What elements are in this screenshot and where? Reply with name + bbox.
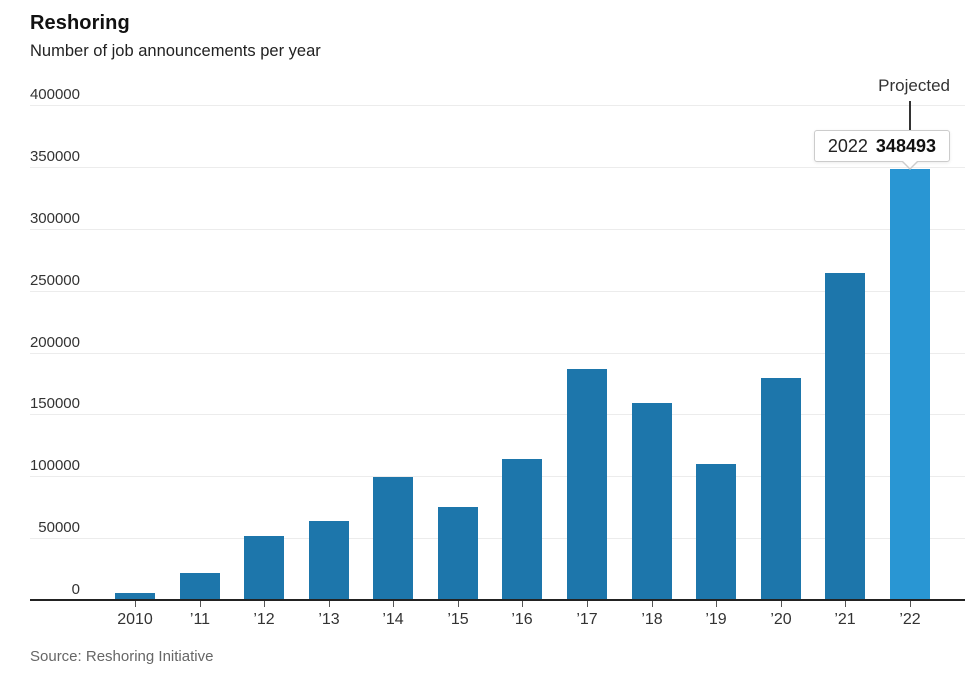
x-axis-label-1: ’11 [189, 611, 211, 628]
bar-19[interactable] [696, 464, 736, 600]
y-axis-label-200000: 200000 [29, 334, 80, 351]
x-axis-label-10: ’20 [770, 611, 792, 628]
bar-22[interactable] [890, 169, 930, 600]
annotation-connector-line [909, 101, 911, 131]
x-axis-label-6: ’16 [511, 611, 533, 628]
bar-13[interactable] [309, 521, 349, 600]
x-tick-8 [652, 601, 653, 607]
x-axis-label-3: ’13 [318, 611, 340, 628]
y-gridline-150000 [30, 414, 965, 415]
x-tick-12 [910, 601, 911, 607]
y-gridline-250000 [30, 291, 965, 292]
bar-14[interactable] [373, 477, 413, 600]
y-axis-label-400000: 400000 [29, 86, 80, 103]
y-axis-label-300000: 300000 [29, 210, 80, 227]
tooltip-year-label: 2022 [827, 136, 868, 156]
tooltip-value-label: 348493 [875, 136, 936, 156]
x-axis-label-8: ’18 [641, 611, 663, 628]
y-axis-label-350000: 350000 [29, 148, 80, 165]
y-gridline-100000 [30, 476, 965, 477]
source-attribution: Source: Reshoring Initiative [30, 648, 214, 665]
y-gridline-400000 [30, 105, 965, 106]
y-gridline-200000 [30, 353, 965, 354]
y-gridline-50000 [30, 538, 965, 539]
bar-12[interactable] [244, 536, 284, 600]
bar-16[interactable] [502, 459, 542, 600]
y-axis-label-150000: 150000 [29, 395, 80, 412]
y-axis-label-250000: 250000 [29, 272, 80, 289]
x-tick-3 [329, 601, 330, 607]
projected-annotation-label: Projected [878, 76, 950, 95]
x-axis-label-0: 2010 [117, 611, 153, 628]
x-tick-9 [716, 601, 717, 607]
bar-17[interactable] [567, 369, 607, 600]
x-tick-6 [522, 601, 523, 607]
bar-20[interactable] [761, 378, 801, 600]
x-axis-label-12: ’22 [899, 611, 921, 628]
bar-21[interactable] [825, 273, 865, 600]
x-axis-label-5: ’15 [447, 611, 469, 628]
bar-2010[interactable] [115, 593, 155, 600]
x-axis-label-11: ’21 [834, 611, 856, 628]
chart-title: Reshoring [30, 12, 130, 34]
x-tick-7 [587, 601, 588, 607]
bar-18[interactable] [632, 403, 672, 600]
x-axis-label-9: ’19 [705, 611, 727, 628]
y-axis-label-0: 0 [71, 581, 80, 598]
tooltip-2022: 2022 348493 [813, 130, 950, 162]
x-axis-label-2: ’12 [253, 611, 275, 628]
y-axis-label-50000: 50000 [38, 519, 80, 536]
x-tick-4 [393, 601, 394, 607]
bar-11[interactable] [180, 573, 220, 600]
x-tick-11 [845, 601, 846, 607]
bar-15[interactable] [438, 507, 478, 600]
tooltip-caret-icon-fill [902, 160, 918, 168]
x-tick-5 [458, 601, 459, 607]
x-tick-2 [264, 601, 265, 607]
x-tick-10 [781, 601, 782, 607]
x-tick-1 [200, 601, 201, 607]
chart-subtitle: Number of job announcements per year [30, 42, 321, 60]
y-gridline-350000 [30, 167, 965, 168]
x-axis-label-4: ’14 [382, 611, 404, 628]
x-axis-label-7: ’17 [576, 611, 598, 628]
x-axis-line [30, 599, 965, 601]
x-tick-0 [135, 601, 136, 607]
y-axis-label-100000: 100000 [29, 457, 80, 474]
y-gridline-300000 [30, 229, 965, 230]
